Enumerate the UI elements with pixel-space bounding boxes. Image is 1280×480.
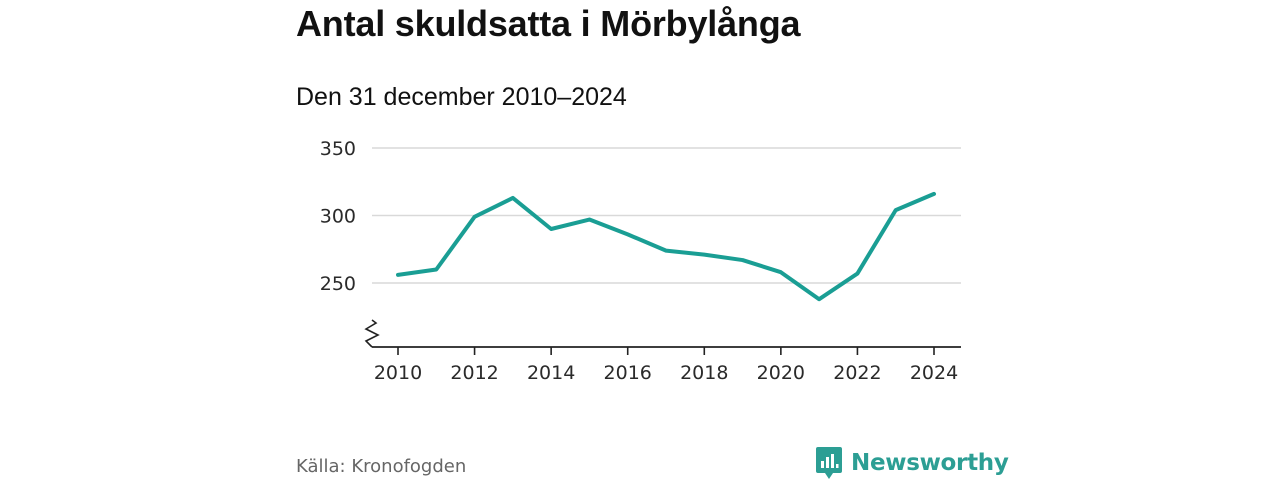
data-point xyxy=(855,272,859,276)
y-tick-label: 250 xyxy=(320,273,356,295)
x-tick-label: 2016 xyxy=(604,362,652,384)
brand-logo[interactable]: Newsworthy xyxy=(815,446,1009,480)
data-point xyxy=(434,268,438,272)
x-tick-label: 2014 xyxy=(527,362,575,384)
data-point xyxy=(664,249,668,253)
data-point xyxy=(932,192,936,196)
series-line xyxy=(396,191,936,302)
gridlines xyxy=(372,147,961,284)
y-tick-label: 350 xyxy=(320,138,356,160)
series-layer xyxy=(396,191,936,302)
data-point xyxy=(473,215,477,219)
axes xyxy=(364,319,961,355)
source-note: Källa: Kronofogden xyxy=(296,456,467,477)
data-point xyxy=(549,227,553,231)
x-tick-label: 2022 xyxy=(833,362,881,384)
y-tick-label: 300 xyxy=(320,206,356,228)
brand-name: Newsworthy xyxy=(851,450,1009,476)
data-point xyxy=(817,297,821,301)
data-point xyxy=(626,232,630,236)
data-point xyxy=(702,253,706,257)
data-point xyxy=(741,258,745,262)
bar-chart-icon xyxy=(816,447,842,479)
data-point xyxy=(779,270,783,274)
data-point xyxy=(511,196,515,200)
tick-labels: 250 300 350 2010 2012 2014 2016 2018 2020 2022 202… xyxy=(320,138,958,384)
data-point xyxy=(396,273,400,277)
data-point xyxy=(894,208,898,212)
x-tick-label: 2012 xyxy=(450,362,498,384)
chart-title: Antal skuldsatta i Mörbylånga xyxy=(296,3,801,44)
chart-subtitle: Den 31 december 2010–2024 xyxy=(296,83,627,111)
data-point xyxy=(587,218,591,222)
x-tick-label: 2024 xyxy=(910,362,958,384)
x-tick-label: 2018 xyxy=(680,362,728,384)
x-tick-label: 2020 xyxy=(757,362,805,384)
x-tick-label: 2010 xyxy=(374,362,422,384)
axis-break-mark xyxy=(364,319,380,348)
